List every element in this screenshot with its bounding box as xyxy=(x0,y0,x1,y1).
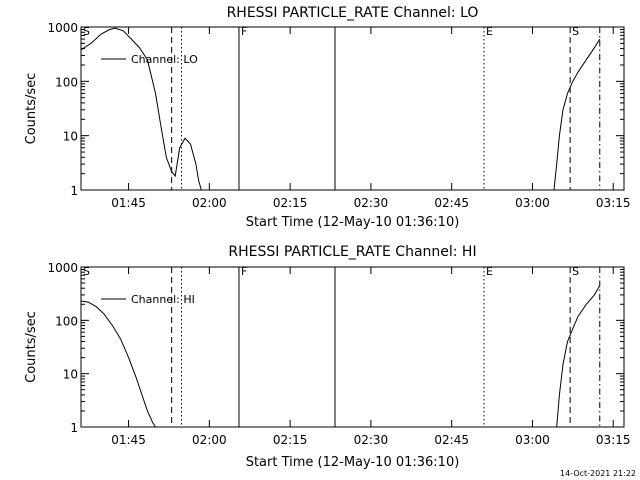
y-tick-label: 1000 xyxy=(47,261,78,275)
x-tick-label: 03:00 xyxy=(515,196,550,210)
x-tick-label: 02:30 xyxy=(354,433,389,447)
y-tick-label: 100 xyxy=(55,75,78,89)
series-line xyxy=(80,27,202,191)
x-tick-label: 02:45 xyxy=(434,196,469,210)
y-tick-label: 1 xyxy=(70,421,78,435)
time-marker-label: E xyxy=(486,265,493,278)
time-marker-label: E xyxy=(486,25,493,38)
plot-frame xyxy=(80,266,625,428)
x-tick-label: 02:15 xyxy=(273,196,308,210)
plot-frame xyxy=(80,26,625,191)
x-tick-label: 03:15 xyxy=(596,433,631,447)
y-tick-label: 10 xyxy=(63,368,78,382)
x-axis-label: Start Time (12-May-10 01:36:10) xyxy=(246,455,460,470)
x-tick-label: 02:15 xyxy=(273,433,308,447)
y-tick-label: 1000 xyxy=(47,21,78,35)
x-tick-label: 02:00 xyxy=(192,196,227,210)
x-axis-label: Start Time (12-May-10 01:36:10) xyxy=(246,215,460,230)
legend-label: Channel: HI xyxy=(131,293,195,306)
time-marker-label: F xyxy=(241,265,247,278)
chart-title: RHESSI PARTICLE_RATE Channel: LO xyxy=(227,5,479,21)
x-tick-label: 02:30 xyxy=(354,196,389,210)
y-axis-label: Counts/sec xyxy=(24,73,39,145)
y-tick-label: 100 xyxy=(55,314,78,328)
time-marker-label: S xyxy=(83,265,90,278)
time-marker-label: F xyxy=(241,25,247,38)
x-tick-label: 01:45 xyxy=(111,433,146,447)
x-tick-label: 02:00 xyxy=(192,433,227,447)
x-tick-label: 01:45 xyxy=(111,196,146,210)
time-marker-label: S xyxy=(572,265,579,278)
time-marker-label: S xyxy=(572,25,579,38)
x-tick-label: 02:45 xyxy=(434,433,469,447)
x-tick-label: 03:15 xyxy=(596,196,631,210)
series-line xyxy=(556,285,601,428)
x-tick-label: 03:00 xyxy=(515,433,550,447)
y-axis-label: Counts/sec xyxy=(24,311,39,383)
y-tick-label: 1 xyxy=(70,184,78,198)
chart-title: RHESSI PARTICLE_RATE Channel: HI xyxy=(228,244,476,260)
panel-hi: RHESSI PARTICLE_RATE Channel: HI 01:45 02:… xyxy=(24,244,631,470)
y-tick-label: 10 xyxy=(63,130,78,144)
footer-timestamp: 14-Oct-2021 21:22 xyxy=(560,469,636,478)
panel-lo: RHESSI PARTICLE_RATE Channel: LO 01:45 02:… xyxy=(24,5,631,230)
time-marker-label: S xyxy=(83,25,90,38)
series-line xyxy=(80,300,156,428)
legend-label: Channel: LO xyxy=(131,53,198,66)
series-line xyxy=(553,38,601,191)
